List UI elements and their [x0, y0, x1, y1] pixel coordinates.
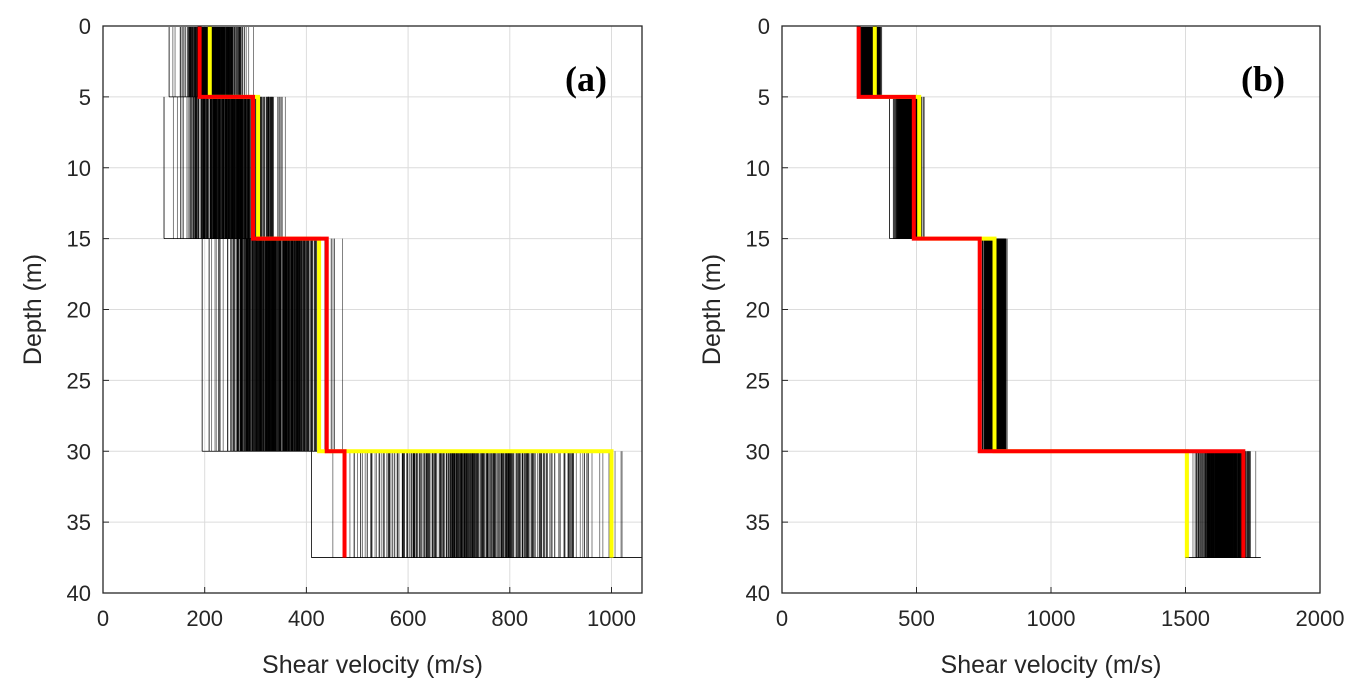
- y-tick-label: 25: [67, 368, 91, 393]
- y-tick-label: 20: [67, 298, 91, 323]
- red-profile-line: [197, 26, 347, 558]
- x-tick-label: 800: [491, 606, 528, 631]
- y-tick-label: 35: [746, 510, 770, 535]
- y-tick-label: 10: [67, 156, 91, 181]
- y-tick-label: 25: [746, 368, 770, 393]
- y-tick-label: 0: [79, 14, 91, 39]
- y-axis-label: Depth (m): [19, 254, 47, 365]
- x-tick-label: 1500: [1161, 606, 1210, 631]
- y-tick-label: 40: [746, 581, 770, 606]
- chart-panel-b: 0 500 1000 1500 2000 0 5 10 15 20 25 30 35 40 Shear ve…: [698, 14, 1344, 679]
- y-axis-label: Depth (m): [698, 254, 726, 365]
- panel-label: (b): [1241, 59, 1285, 99]
- y-tick-label: 35: [67, 510, 91, 535]
- y-tick-label: 30: [746, 439, 770, 464]
- x-tick-label: 200: [186, 606, 223, 631]
- y-tick-label: 10: [746, 156, 770, 181]
- x-tick-label: 1000: [1027, 606, 1076, 631]
- y-tick-label: 0: [758, 14, 770, 39]
- y-tick-label: 15: [746, 227, 770, 252]
- x-tick-label: 2000: [1296, 606, 1345, 631]
- y-tick-label: 15: [67, 227, 91, 252]
- red-profile-line: [856, 26, 1246, 558]
- x-tick-label: 400: [288, 606, 325, 631]
- x-tick-label: 500: [898, 606, 935, 631]
- y-tick-label: 5: [79, 85, 91, 110]
- x-tick-label: 600: [390, 606, 427, 631]
- x-axis-label: Shear velocity (m/s): [262, 651, 483, 679]
- x-tick-label: 1000: [587, 606, 636, 631]
- y-tick-label: 20: [746, 298, 770, 323]
- x-tick-label: 0: [776, 606, 788, 631]
- x-tick-label: 0: [97, 606, 109, 631]
- y-tick-label: 40: [67, 581, 91, 606]
- y-tick-label: 5: [758, 85, 770, 110]
- chart-panel-a: 0 200 400 600 800 1000 0 5 10 15 20 25 30 35 40 Shear v…: [19, 14, 643, 679]
- y-tick-label: 30: [67, 439, 91, 464]
- panel-label: (a): [565, 59, 607, 99]
- x-axis-label: Shear velocity (m/s): [941, 651, 1162, 679]
